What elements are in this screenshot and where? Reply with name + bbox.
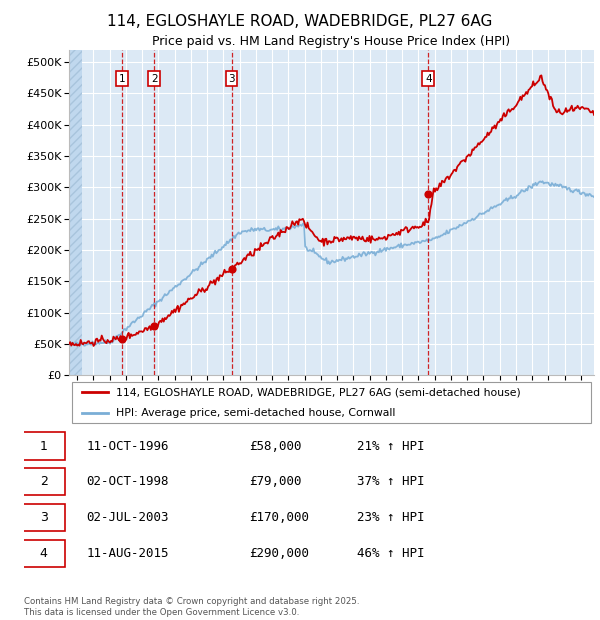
FancyBboxPatch shape — [23, 539, 65, 567]
Point — [227, 264, 236, 273]
Point — [424, 188, 433, 198]
Text: 114, EGLOSHAYLE ROAD, WADEBRIDGE, PL27 6AG: 114, EGLOSHAYLE ROAD, WADEBRIDGE, PL27 6… — [107, 14, 493, 29]
FancyBboxPatch shape — [23, 468, 65, 495]
Text: £290,000: £290,000 — [250, 547, 310, 560]
Text: 2: 2 — [40, 476, 47, 489]
Bar — [69, 50, 82, 375]
Text: 4: 4 — [40, 547, 47, 560]
FancyBboxPatch shape — [23, 432, 65, 460]
Text: 02-OCT-1998: 02-OCT-1998 — [86, 476, 169, 489]
Text: HPI: Average price, semi-detached house, Cornwall: HPI: Average price, semi-detached house,… — [116, 407, 395, 418]
Text: £58,000: £58,000 — [250, 440, 302, 453]
Point — [149, 321, 159, 330]
Text: 11-AUG-2015: 11-AUG-2015 — [86, 547, 169, 560]
Text: Contains HM Land Registry data © Crown copyright and database right 2025.
This d: Contains HM Land Registry data © Crown c… — [24, 598, 359, 617]
Point — [118, 334, 127, 343]
Text: 1: 1 — [119, 74, 125, 84]
Text: 37% ↑ HPI: 37% ↑ HPI — [357, 476, 424, 489]
Text: 3: 3 — [228, 74, 235, 84]
FancyBboxPatch shape — [71, 382, 592, 423]
Text: 23% ↑ HPI: 23% ↑ HPI — [357, 511, 424, 524]
Text: 11-OCT-1996: 11-OCT-1996 — [86, 440, 169, 453]
Text: 3: 3 — [40, 511, 47, 524]
Text: 1: 1 — [40, 440, 47, 453]
Text: 4: 4 — [425, 74, 431, 84]
Text: 114, EGLOSHAYLE ROAD, WADEBRIDGE, PL27 6AG (semi-detached house): 114, EGLOSHAYLE ROAD, WADEBRIDGE, PL27 6… — [116, 387, 521, 397]
Text: 46% ↑ HPI: 46% ↑ HPI — [357, 547, 424, 560]
Text: 02-JUL-2003: 02-JUL-2003 — [86, 511, 169, 524]
Title: Price paid vs. HM Land Registry's House Price Index (HPI): Price paid vs. HM Land Registry's House … — [152, 35, 511, 48]
FancyBboxPatch shape — [23, 504, 65, 531]
Text: 21% ↑ HPI: 21% ↑ HPI — [357, 440, 424, 453]
Text: £79,000: £79,000 — [250, 476, 302, 489]
Text: 2: 2 — [151, 74, 158, 84]
Text: £170,000: £170,000 — [250, 511, 310, 524]
